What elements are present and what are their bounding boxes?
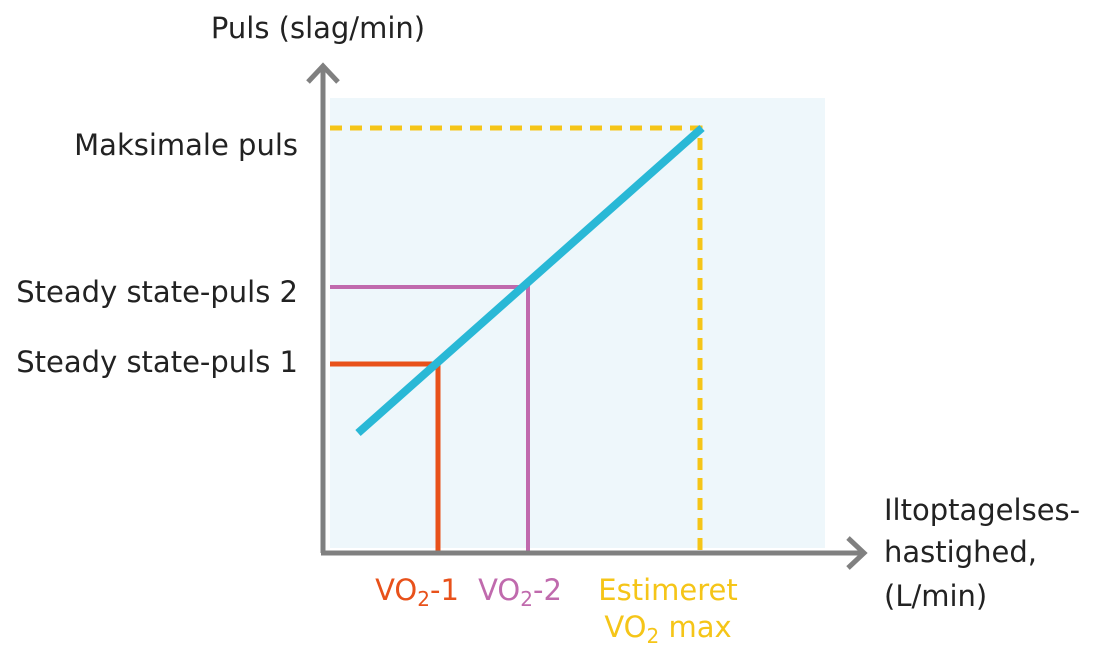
x-label-part: -2: [533, 573, 562, 607]
x-axis-title: Iltoptagelses-: [884, 493, 1080, 527]
x-label-part: max: [659, 610, 731, 644]
x-label-part: Estimeret: [598, 573, 737, 607]
x-axis-title: (L/min): [884, 579, 987, 613]
x-label: VO2-1: [375, 573, 459, 611]
x-label: VO2-2: [478, 573, 562, 611]
x-label-part: 2: [647, 624, 660, 648]
y-label: Steady state-puls 1: [16, 345, 298, 379]
y-label: Maksimale puls: [74, 128, 298, 162]
x-label-part: 2: [520, 587, 533, 611]
y-axis-title: Puls (slag/min): [211, 11, 425, 45]
x-label-part: -1: [430, 573, 459, 607]
y-label: Steady state-puls 2: [16, 275, 298, 309]
x-label-part: VO: [478, 573, 520, 607]
x-label-part: VO: [375, 573, 417, 607]
pulse-line: [355, 125, 705, 436]
plot-area: [330, 98, 825, 548]
x-axis-title: hastighed,: [884, 535, 1037, 569]
axes: [306, 62, 868, 570]
x-label-part: 2: [417, 587, 430, 611]
x-label: VO2 max: [604, 610, 731, 648]
x-label-part: VO: [604, 610, 646, 644]
x-label: Estimeret: [598, 573, 737, 607]
